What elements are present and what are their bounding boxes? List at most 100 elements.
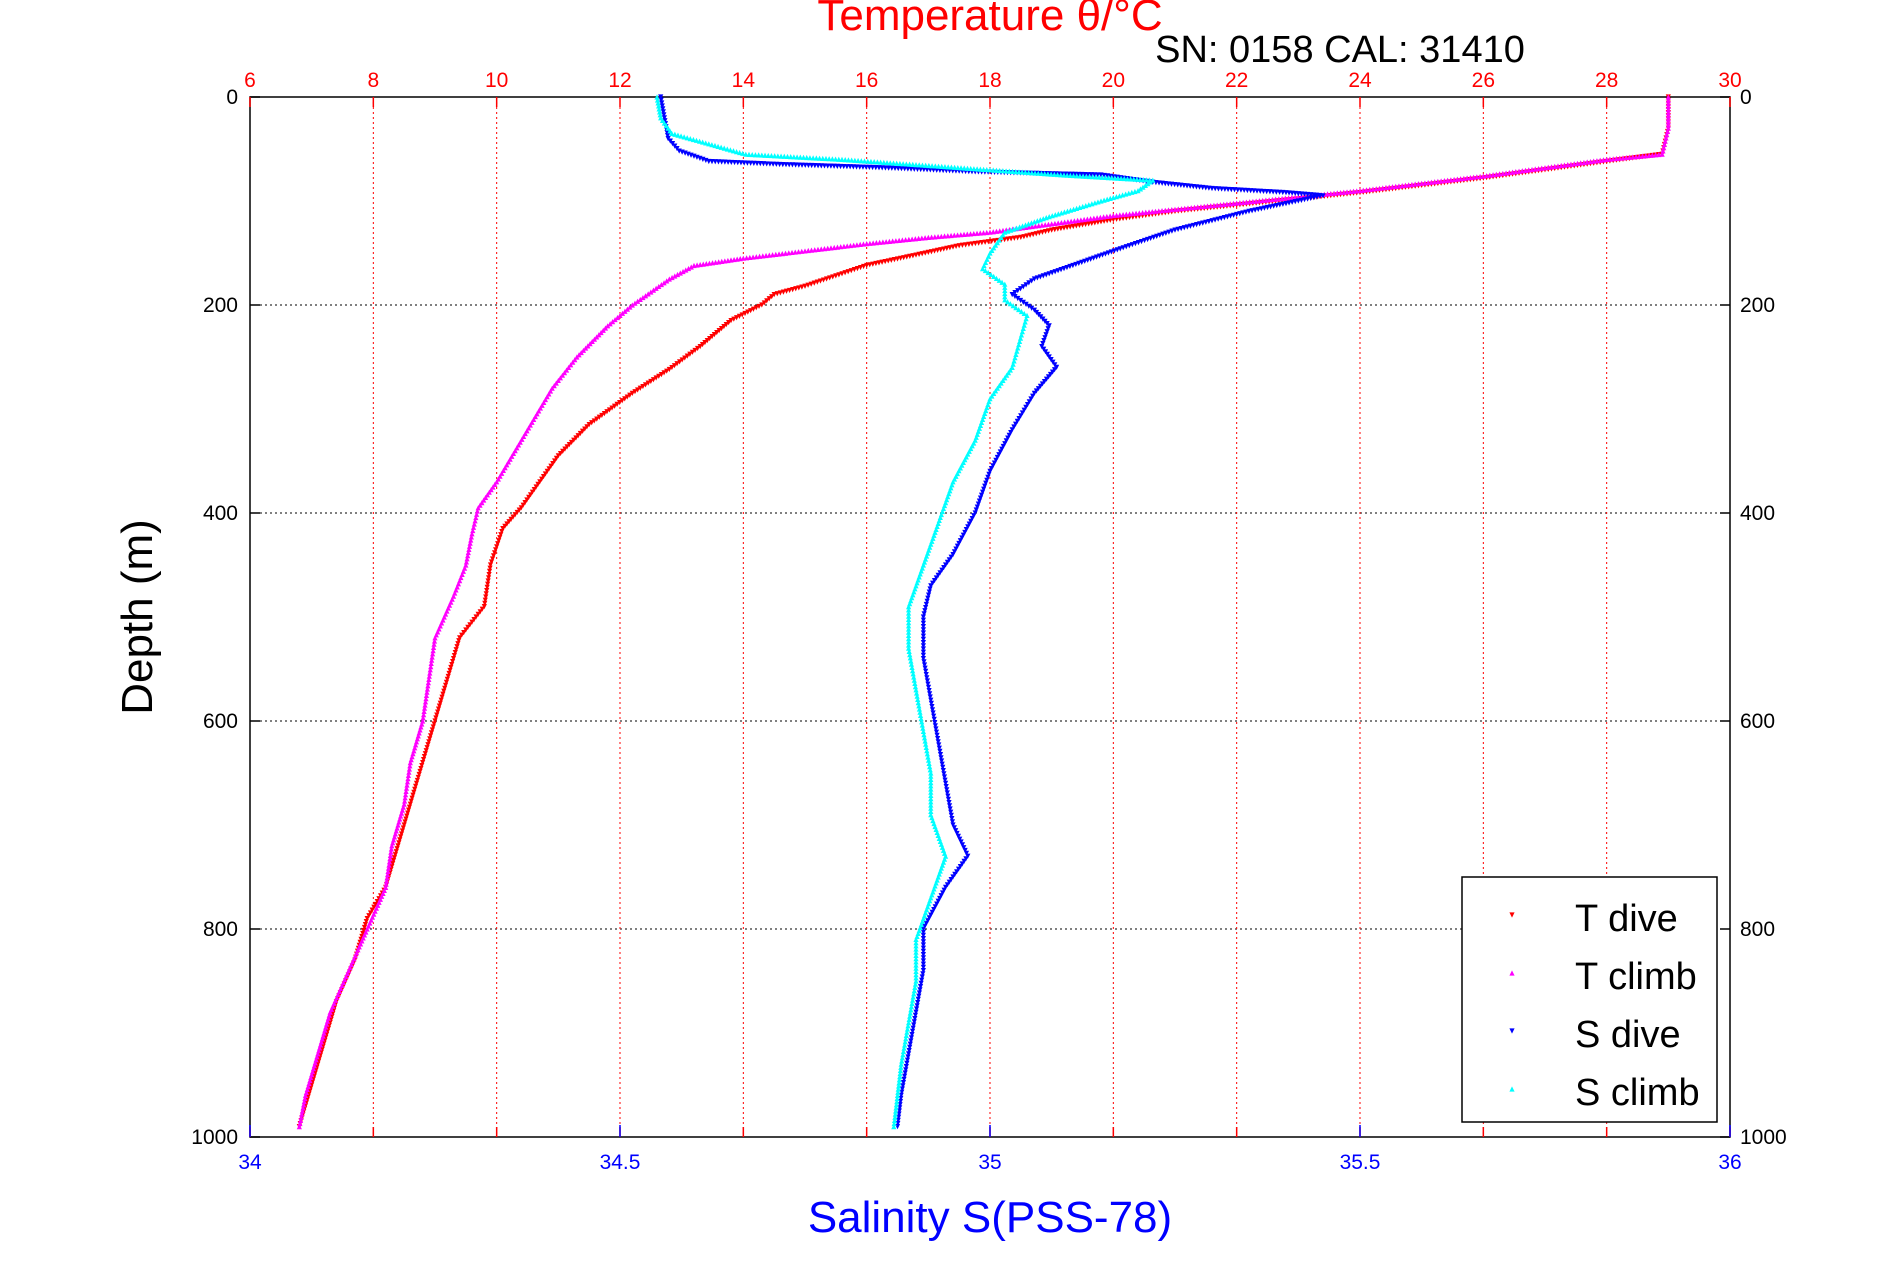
data-point [706,141,712,147]
data-point [870,240,876,246]
data-point [857,241,863,248]
data-point [913,956,919,962]
data-point [935,739,941,745]
data-point [930,710,936,716]
data-point [600,327,606,333]
data-point [791,154,797,160]
data-point [484,584,490,590]
tick-label-temperature: 28 [1595,69,1618,92]
data-point [1002,284,1008,290]
data-point [913,946,919,952]
data-point [997,228,1003,234]
data-point [1061,209,1068,215]
data-point [1011,424,1017,430]
data-point [1084,216,1090,222]
data-point [297,1117,304,1123]
ticks-layer: 0 0 200 200 400 400 600 600 800 800 1000 1000 6 8 10 12… [191,69,1786,1174]
data-point [486,572,492,578]
data-point [1128,176,1134,182]
data-point [403,788,409,794]
data-point [943,784,949,790]
data-point [924,678,930,684]
series-layer [296,94,1671,1130]
data-point [1016,169,1022,175]
data-point [920,646,926,652]
data-point [716,259,722,265]
tick-label-depth-right: 0 [1740,86,1752,109]
data-point [954,232,961,238]
data-point [945,796,952,802]
data-point [920,614,926,620]
data-point [1019,169,1025,175]
data-point [383,881,389,887]
data-point [894,1095,900,1102]
data-point [928,796,934,802]
tick-label-depth-right: 600 [1740,710,1775,733]
data-point [940,764,946,770]
data-point [1023,316,1029,322]
data-point [928,583,934,589]
data-point [1126,190,1132,196]
data-point [928,773,934,779]
data-point [823,155,829,162]
data-point [648,378,654,385]
data-point [1324,191,1331,197]
data-point [912,1016,918,1022]
data-point [931,716,937,722]
data-point [1031,390,1037,396]
data-point [429,654,435,660]
data-point [610,319,616,325]
data-point [935,163,942,169]
data-point [427,733,434,739]
data-point [694,345,701,352]
data-point [470,527,476,534]
data-point [436,703,443,709]
tick-label-salinity: 35.5 [1340,1151,1381,1174]
data-point [435,709,441,715]
data-point [1022,169,1028,175]
data-point [453,647,459,653]
data-point [1137,176,1143,183]
data-point [884,159,890,166]
data-point [706,260,713,266]
data-point [425,742,431,748]
data-point [486,568,493,574]
data-point [721,324,727,330]
data-point [886,238,892,244]
data-point [932,723,938,729]
data-point [1022,222,1029,228]
data-point [761,300,767,306]
data-point [926,589,932,595]
data-point [1102,174,1108,181]
data-point [555,377,561,383]
data-point [906,613,912,619]
data-point [903,1036,909,1042]
data-point [1020,284,1026,290]
data-point [935,736,941,742]
data-point [991,460,998,466]
data-point [1028,220,1035,226]
data-point [1017,335,1024,341]
data-point [431,721,437,727]
data-point [678,133,684,139]
data-point [968,165,974,172]
data-point [1282,195,1288,201]
data-point [913,943,919,949]
data-point [878,159,884,165]
data-point [1542,165,1548,171]
data-point [1005,228,1011,234]
data-point [1448,177,1454,183]
data-point [650,377,657,383]
data-point [913,936,919,942]
data-point [900,1048,907,1054]
data-point [904,1026,911,1032]
data-point [1143,209,1149,215]
data-point [1112,175,1118,181]
legend-entry-s-climb: S climb [1509,1072,1700,1114]
legend-marker [1509,912,1515,918]
data-point [568,362,574,368]
data-point [1015,295,1021,302]
data-point [1113,212,1120,218]
data-point [583,345,589,351]
data-point [1454,176,1460,182]
